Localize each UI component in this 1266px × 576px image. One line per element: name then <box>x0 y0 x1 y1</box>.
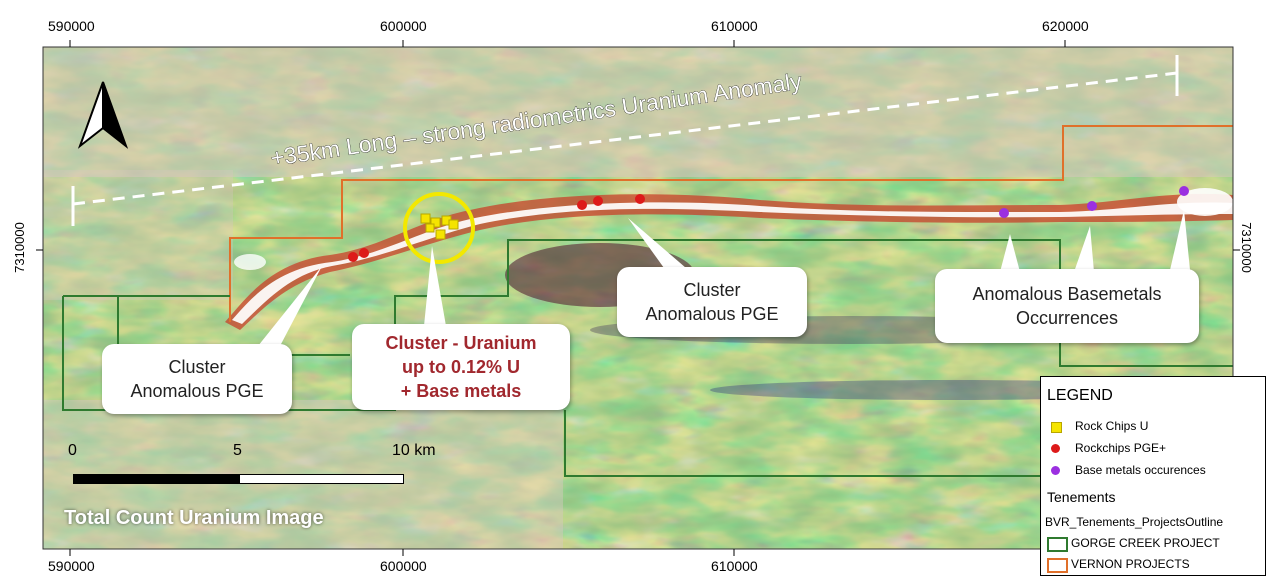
legend-title: LEGEND <box>1047 387 1113 404</box>
image-title: Total Count Uranium Image <box>64 507 324 529</box>
rockchips-pge-markers <box>348 194 645 262</box>
axis-label-top-1: 590000 <box>48 18 95 34</box>
axis-label-top-4: 620000 <box>1042 18 1089 34</box>
red-dot-icon <box>1051 444 1060 453</box>
callout-pge-left-line-1: Cluster <box>168 357 226 377</box>
scale-label-10: 10 km <box>392 442 436 459</box>
callout-uranium-line-3: + Base metals <box>400 381 522 401</box>
scale-label-0: 0 <box>68 442 77 459</box>
yellow-square-icon <box>1051 422 1062 433</box>
axis-label-top-3: 610000 <box>711 18 758 34</box>
callout-basemetals-line-2: Occurrences <box>1015 308 1119 328</box>
orange-outline-icon <box>1047 558 1068 573</box>
callout-pointers <box>258 210 1190 346</box>
callout-uranium: Cluster - Uranium up to 0.12% U + Base m… <box>352 324 570 410</box>
scale-label-5: 5 <box>233 442 242 459</box>
callout-uranium-line-1: Cluster - Uranium <box>385 333 537 353</box>
anomaly-extent-line <box>72 71 1178 206</box>
rock-chips-u-markers <box>420 213 459 240</box>
vernon-projects-outline <box>229 125 1233 322</box>
legend-item-label: Rock Chips U <box>1075 419 1149 433</box>
legend-outline-label: GORGE CREEK PROJECT <box>1071 536 1220 550</box>
axis-label-bottom-1: 590000 <box>48 558 95 574</box>
callout-pge-left-line-2: Anomalous PGE <box>130 381 264 401</box>
axis-label-bottom-3: 610000 <box>711 558 758 574</box>
axis-label-top-2: 600000 <box>380 18 427 34</box>
green-outline-icon <box>1047 537 1068 552</box>
legend-tenements-title: Tenements <box>1047 489 1116 505</box>
axis-label-left: 7310000 <box>11 222 27 273</box>
legend-item-label: Base metals occurences <box>1075 463 1206 477</box>
legend-layer-name: BVR_Tenements_ProjectsOutline <box>1045 515 1224 529</box>
purple-dot-icon <box>1051 466 1060 475</box>
callout-basemetals: Anomalous Basemetals Occurrences <box>935 269 1199 343</box>
legend-item-label: Rockchips PGE+ <box>1075 441 1167 455</box>
callout-uranium-line-2: up to 0.12% U <box>401 357 521 377</box>
callout-pge-left: Cluster Anomalous PGE <box>102 344 292 414</box>
uranium-cluster-circle <box>403 192 475 264</box>
legend-panel: LEGEND Rock Chips U Rockchips PGE+ Base … <box>1040 376 1266 576</box>
callout-pge-right-line-2: Anomalous PGE <box>645 304 779 324</box>
legend-outline-label: VERNON PROJECTS <box>1071 557 1190 571</box>
callout-pge-right: Cluster Anomalous PGE <box>617 267 807 337</box>
axis-label-bottom-2: 600000 <box>380 558 427 574</box>
callout-pge-right-line-1: Cluster <box>683 280 741 300</box>
callout-basemetals-line-1: Anomalous Basemetals <box>972 284 1162 304</box>
gorge-creek-outline-2 <box>63 295 1040 477</box>
base-metals-markers <box>999 186 1189 218</box>
north-arrow-icon <box>77 81 129 149</box>
scale-bar-black <box>73 474 240 484</box>
scale-bar-white <box>239 474 404 484</box>
axis-label-right: 7310000 <box>1238 222 1254 273</box>
